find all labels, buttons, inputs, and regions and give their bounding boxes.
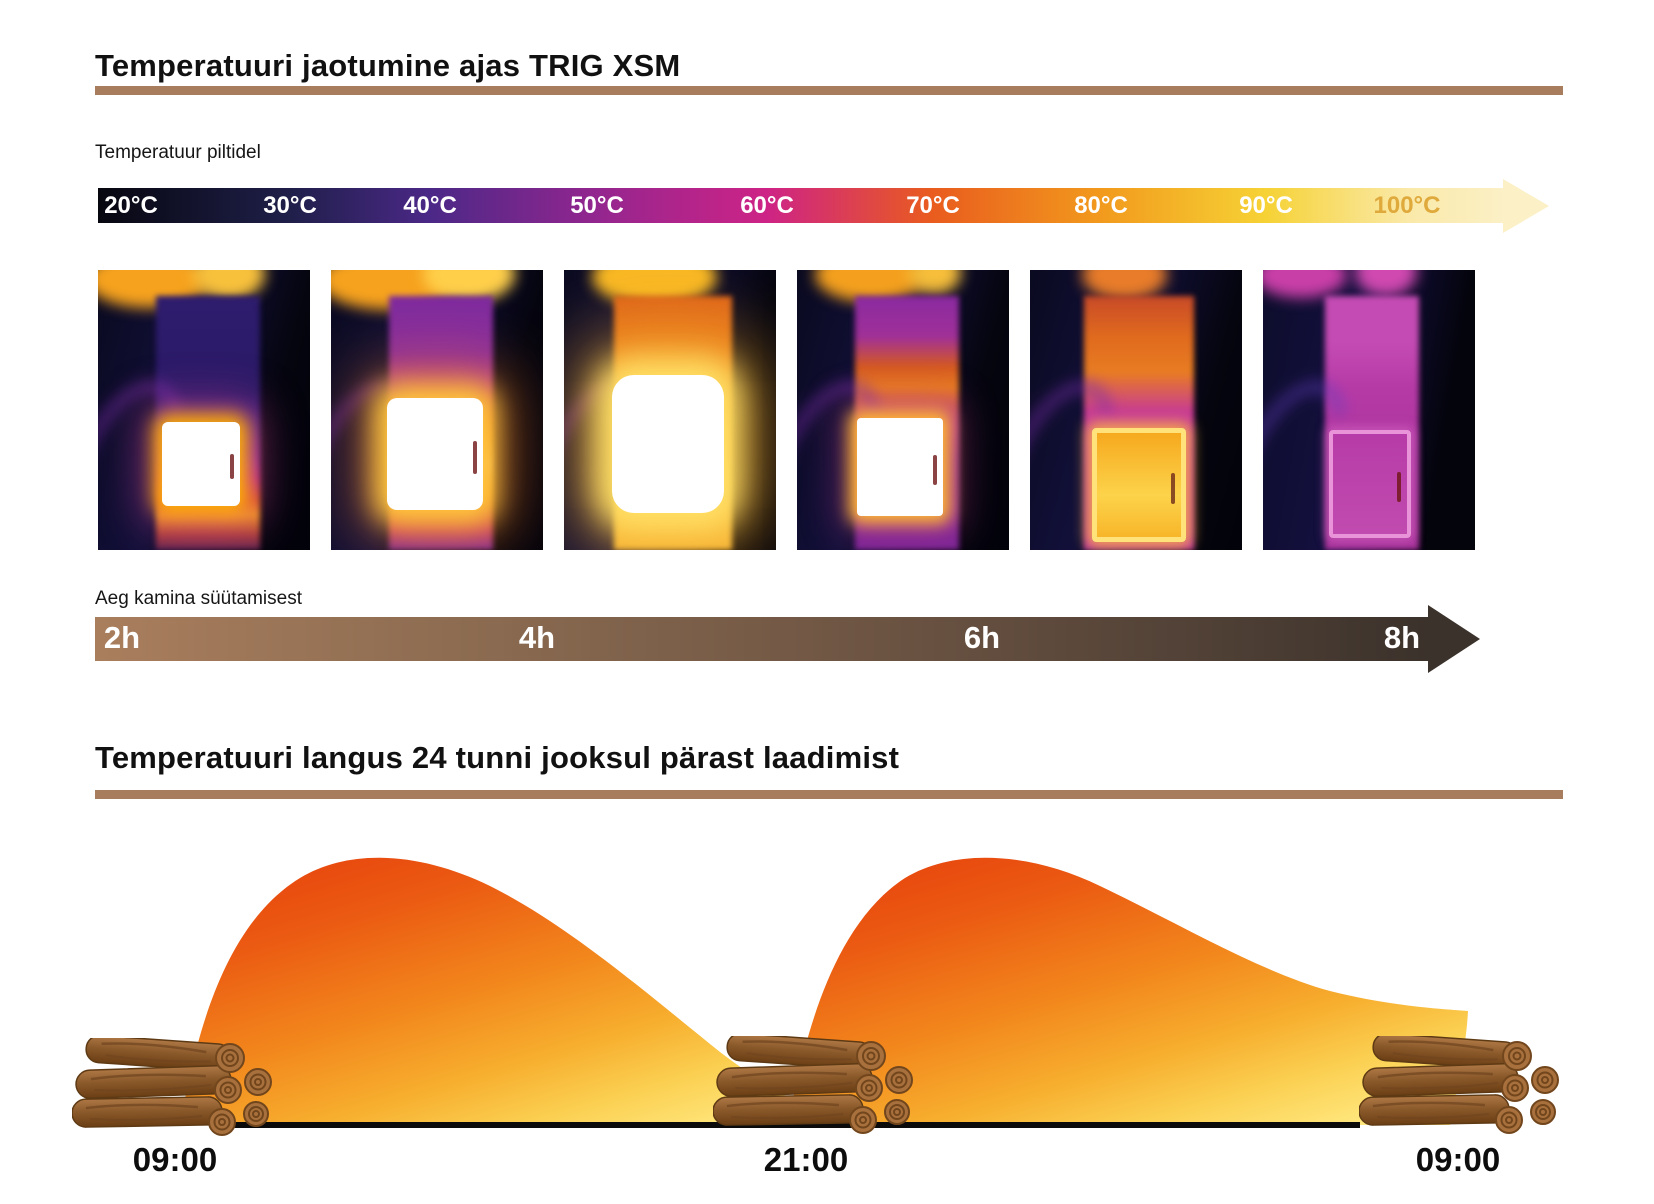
time-arrow-bar: [95, 617, 1428, 661]
section1-title-rule: [95, 86, 1563, 95]
colorbar-tick-50c: 50°C: [570, 192, 624, 219]
time-tick-8h: 8h: [1383, 620, 1421, 655]
firebox-hotspot: [612, 375, 724, 513]
temperature-colorbar: [98, 188, 1503, 223]
chart-xtick-0900-left: 09:00: [132, 1141, 218, 1178]
hot-pipe-glow-icon: [1263, 270, 1347, 298]
stove-door-hotspot: [1092, 428, 1186, 542]
stove-door-hotspot: [1329, 430, 1411, 538]
wood-logs-icon: [1359, 1036, 1559, 1135]
firebox-hotspot: [387, 398, 483, 510]
thermal-image-5: [1030, 270, 1242, 550]
colorbar-tick-60c: 60°C: [740, 192, 794, 219]
colorbar-tick-90c: 90°C: [1239, 192, 1293, 219]
time-tick-2h: 2h: [103, 620, 141, 655]
temperature-decay-chart: [72, 857, 1559, 1137]
colorbar-tick-100c: 100°C: [1373, 192, 1441, 219]
chart-xtick-0900-right: 09:00: [1415, 1141, 1501, 1178]
decay-hump-2: [788, 857, 1468, 1125]
time-tick-4h: 4h: [518, 620, 556, 655]
thermal-image-4: [797, 270, 1009, 550]
time-axis-label: Aeg kamina süütamisest: [95, 588, 302, 609]
thermal-image-2: [331, 270, 543, 550]
firebox-hotspot: [857, 418, 943, 516]
section1-title: Temperatuuri jaotumine ajas TRIG XSM: [95, 48, 681, 83]
chart-xtick-2100: 21:00: [763, 1141, 849, 1178]
decay-hump-1: [180, 857, 850, 1125]
time-arrow-arrowhead-icon: [1428, 605, 1480, 673]
colorbar-tick-40c: 40°C: [403, 192, 457, 219]
chart-baseline: [225, 1122, 1360, 1128]
temperature-colorbar-arrowhead-icon: [1503, 179, 1549, 233]
thermal-image-3: [564, 270, 776, 550]
hot-pipe-glow-icon: [1355, 270, 1417, 296]
color-scale-label: Temperatuur piltidel: [95, 142, 261, 163]
firebox-hotspot: [162, 422, 240, 506]
thermal-image-1: [98, 270, 310, 550]
colorbar-tick-30c: 30°C: [263, 192, 317, 219]
time-tick-6h: 6h: [963, 620, 1001, 655]
colorbar-tick-20c: 20°C: [104, 192, 158, 219]
section2-title-rule: [95, 790, 1563, 799]
colorbar-tick-70c: 70°C: [906, 192, 960, 219]
thermal-image-6: [1263, 270, 1475, 550]
section2-title: Temperatuuri langus 24 tunni jooksul pär…: [95, 740, 900, 775]
colorbar-tick-80c: 80°C: [1074, 192, 1128, 219]
